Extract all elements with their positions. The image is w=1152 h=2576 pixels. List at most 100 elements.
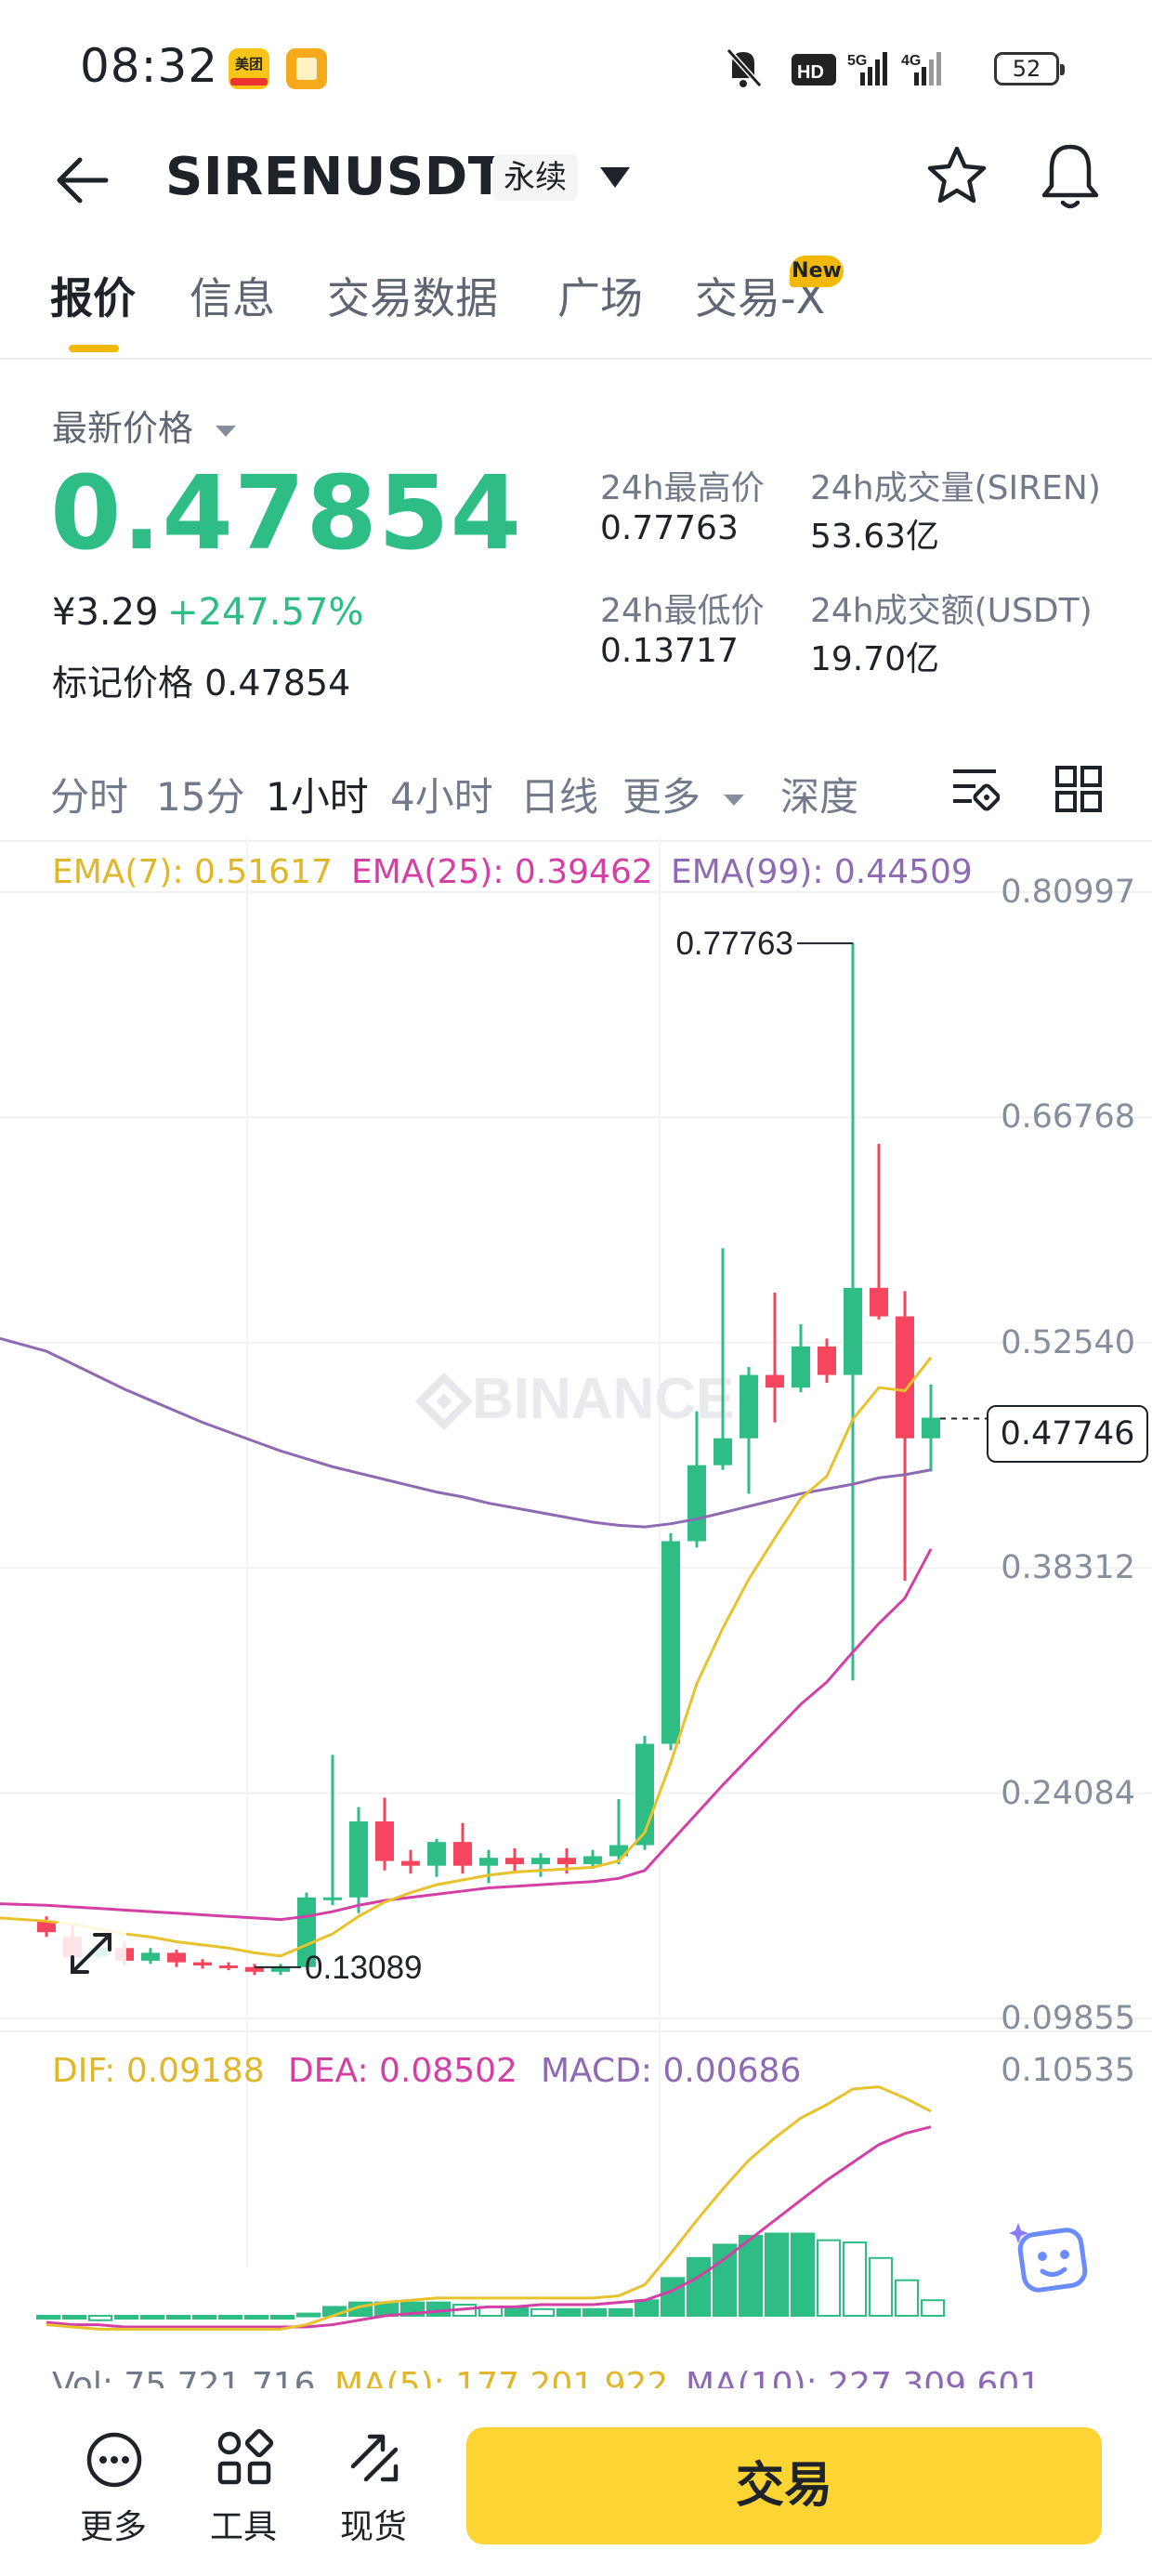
macd-histogram-bar	[583, 2307, 607, 2318]
binance-watermark: BINANCE	[414, 1367, 734, 1431]
price-change-percent: +247.57%	[167, 591, 364, 634]
contract-type-badge: 永续	[492, 154, 578, 201]
battery-indicator: 52	[994, 52, 1065, 85]
price-axis-tick: 0.52540	[1001, 1323, 1135, 1361]
high-annotation: 0.77763	[675, 926, 793, 962]
back-arrow-icon[interactable]	[52, 151, 111, 210]
layout-grid-icon[interactable]	[1054, 764, 1104, 814]
ema7-line	[0, 1356, 933, 1958]
macd-histogram-bar	[869, 2256, 893, 2317]
candle	[349, 1807, 368, 1913]
macd-histogram-bar	[765, 2232, 789, 2317]
macd-histogram-bar	[530, 2307, 555, 2318]
candle	[193, 1959, 212, 1969]
candle	[141, 1948, 160, 1965]
svg-text:HD: HD	[797, 62, 824, 83]
macd-histogram-bar	[895, 2279, 919, 2317]
macd-histogram-bar	[739, 2234, 763, 2318]
last-price: 0.47854	[50, 453, 523, 572]
meituan-app-icon: 美团	[229, 48, 269, 89]
expand-icon[interactable]	[54, 1916, 128, 1991]
current-price-tag: 0.47746	[987, 1405, 1148, 1463]
interval-4h[interactable]: 4小时	[390, 774, 493, 820]
reader-app-icon	[286, 48, 327, 89]
price-axis-tick: 0.09855	[1001, 2000, 1135, 2037]
macd-label: MACD: 0.00686	[541, 2052, 802, 2090]
bottom-action-bar: 更多 工具 现货 交易	[0, 2388, 1152, 2576]
macd-histogram-bar	[88, 2315, 112, 2321]
latest-price-label[interactable]: 最新价格	[52, 400, 238, 451]
candle	[818, 1338, 836, 1384]
candle	[453, 1822, 472, 1874]
macd-dif-line	[46, 2085, 932, 2331]
macd-histogram-bar	[62, 2315, 86, 2320]
candle	[609, 1799, 628, 1864]
trade-button[interactable]: 交易	[466, 2427, 1102, 2544]
candle	[922, 1384, 940, 1472]
chart-settings-icon[interactable]	[949, 764, 1000, 814]
main-tabs: 报价 信息 交易数据 广场 交易-X New	[0, 256, 1152, 360]
svg-text:BINANCE: BINANCE	[472, 1367, 734, 1431]
macd-histogram-bar	[635, 2299, 659, 2318]
signal-4g-icon: 4G	[901, 52, 941, 85]
low-24h-label: 24h最低价	[600, 592, 765, 630]
volume-24h-label: 24h成交量(SIREN)	[810, 469, 1101, 507]
tab-quote[interactable]: 报价	[50, 273, 136, 323]
caret-down-small-icon	[216, 425, 237, 437]
candle	[583, 1849, 602, 1870]
bell-icon[interactable]	[1039, 139, 1102, 214]
kline-chart[interactable]: BINANCE 0.77763 0.13089	[0, 836, 1152, 2388]
macd-histogram-bar	[661, 2277, 685, 2318]
candle	[505, 1847, 524, 1874]
tab-info[interactable]: 信息	[190, 273, 275, 323]
macd-histogram-bar	[36, 2315, 60, 2320]
macd-histogram-bar	[140, 2315, 164, 2320]
tab-square[interactable]: 广场	[557, 273, 643, 323]
interval-depth[interactable]: 深度	[780, 774, 859, 820]
candle	[661, 1532, 680, 1751]
candle	[245, 1964, 264, 1976]
high-24h-value: 0.77763	[600, 509, 739, 547]
symbol-title[interactable]: SIRENUSDT	[165, 147, 504, 207]
candle	[687, 1411, 706, 1548]
swap-arrows-icon	[350, 2434, 399, 2482]
ema99-line	[0, 1336, 932, 1529]
macd-histogram-bar	[166, 2315, 190, 2320]
macd-histogram-bar	[791, 2232, 815, 2317]
interval-15m[interactable]: 15分	[156, 774, 245, 820]
dea-label: DEA: 0.08502	[288, 2052, 517, 2090]
macd-histogram-bar	[244, 2315, 268, 2320]
interval-more[interactable]: 更多	[622, 766, 746, 822]
cny-price: ¥3.29	[52, 591, 159, 634]
macd-histogram-bar	[270, 2315, 295, 2320]
candle	[713, 1248, 732, 1470]
candle	[479, 1849, 498, 1884]
high-24h-label: 24h最高价	[600, 469, 765, 507]
status-time: 08:32	[80, 39, 219, 93]
macd-histogram-bar	[843, 2241, 867, 2317]
volume-24h-value: 53.63亿	[810, 518, 940, 556]
signal-5g-icon: 5G	[847, 52, 887, 85]
tools-grid-icon	[217, 2429, 273, 2485]
candle	[323, 1755, 342, 1906]
network-icons: HD 5G 4G	[726, 47, 941, 88]
macd-histogram-bar	[713, 2243, 737, 2318]
macd-histogram-bar	[921, 2299, 945, 2318]
interval-timeshare[interactable]: 分时	[50, 774, 129, 820]
tab-trading-data[interactable]: 交易数据	[327, 273, 498, 323]
macd-histogram-bar	[556, 2307, 581, 2318]
candle	[219, 1962, 238, 1971]
ema25-line	[0, 1548, 933, 1922]
candle	[531, 1853, 550, 1877]
low-annotation: 0.13089	[305, 1950, 423, 1986]
favorite-star-icon[interactable]	[923, 143, 990, 210]
interval-1d[interactable]: 日线	[520, 774, 599, 820]
caret-down-small-icon	[724, 794, 745, 806]
candle	[844, 942, 862, 1681]
macd-histogram-bar	[192, 2315, 216, 2320]
svg-text:4G: 4G	[901, 53, 921, 69]
ai-assistant-icon[interactable]	[1009, 2215, 1098, 2305]
ema25-label: EMA(25): 0.39462	[351, 853, 653, 891]
interval-1h[interactable]: 1小时	[266, 774, 369, 820]
caret-down-icon[interactable]	[598, 164, 632, 191]
